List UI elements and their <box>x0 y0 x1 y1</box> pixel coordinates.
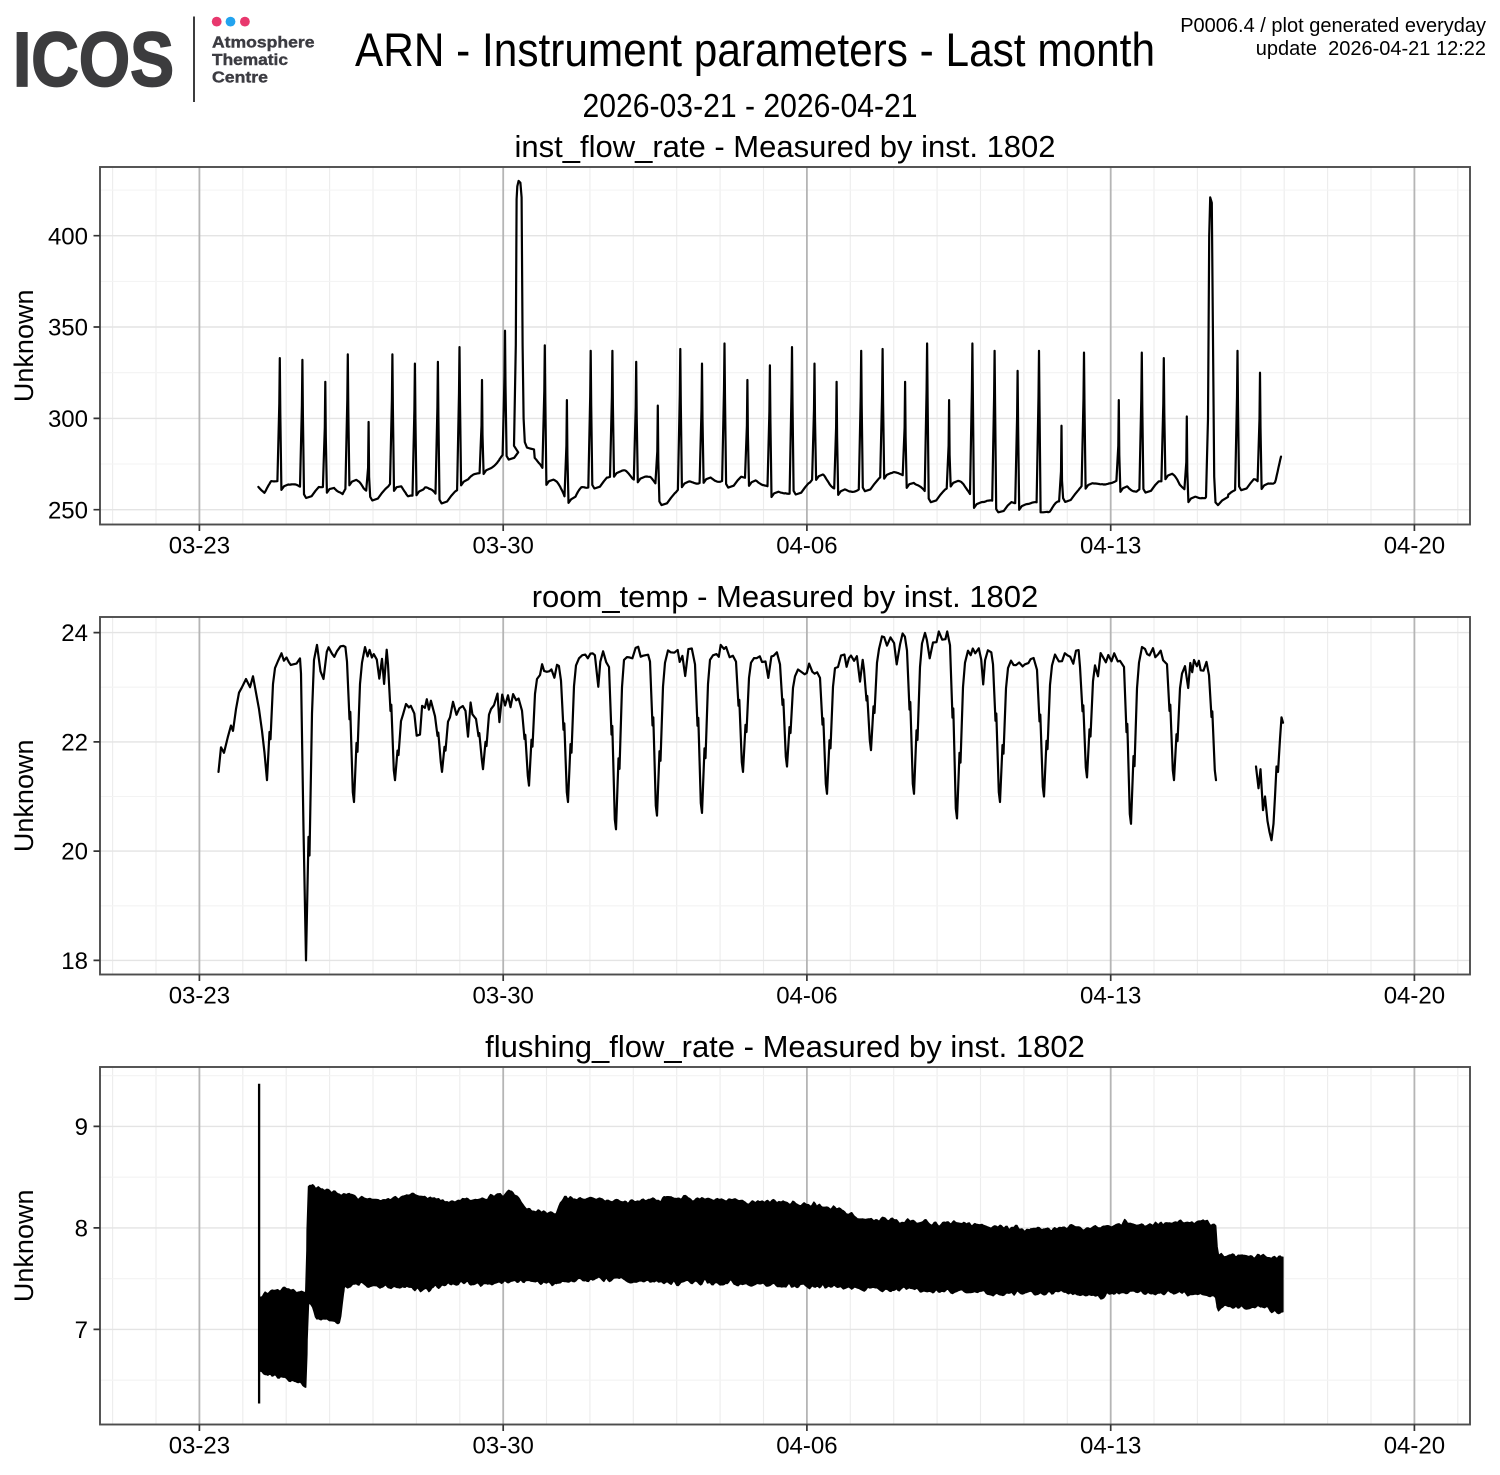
svg-text:update 2026-04-21 12:22: update 2026-04-21 12:22 <box>1256 38 1486 60</box>
svg-text:ARN - Instrument parameters -: ARN - Instrument parameters - Last month <box>355 23 1155 76</box>
svg-text:03-23: 03-23 <box>169 983 230 1010</box>
svg-text:04-20: 04-20 <box>1384 1433 1445 1460</box>
svg-text:Unknown: Unknown <box>9 1190 39 1303</box>
svg-text:300: 300 <box>48 406 88 433</box>
svg-text:ICOS: ICOS <box>13 17 174 103</box>
svg-text:flushing_flow_rate - Measured: flushing_flow_rate - Measured by inst. 1… <box>485 1029 1085 1064</box>
svg-text:400: 400 <box>48 223 88 250</box>
svg-text:250: 250 <box>48 497 88 524</box>
svg-text:04-06: 04-06 <box>776 1433 837 1460</box>
svg-text:03-23: 03-23 <box>169 533 230 560</box>
svg-text:P0006.4 / plot generated every: P0006.4 / plot generated everyday <box>1180 15 1486 37</box>
svg-text:18: 18 <box>61 948 88 975</box>
svg-text:inst_flow_rate - Measured by i: inst_flow_rate - Measured by inst. 1802 <box>514 129 1055 164</box>
svg-text:04-13: 04-13 <box>1080 983 1141 1010</box>
svg-text:22: 22 <box>61 730 88 757</box>
svg-text:Unknown: Unknown <box>9 290 39 403</box>
svg-text:8: 8 <box>75 1216 88 1243</box>
svg-text:Unknown: Unknown <box>9 740 39 853</box>
svg-text:7: 7 <box>75 1317 88 1344</box>
svg-text:04-20: 04-20 <box>1384 983 1445 1010</box>
svg-text:Atmosphere: Atmosphere <box>212 34 315 51</box>
svg-text:24: 24 <box>61 620 88 647</box>
svg-text:350: 350 <box>48 315 88 342</box>
svg-text:03-30: 03-30 <box>473 533 534 560</box>
svg-text:room_temp - Measured by inst.: room_temp - Measured by inst. 1802 <box>532 579 1039 614</box>
svg-text:04-06: 04-06 <box>776 533 837 560</box>
svg-text:04-20: 04-20 <box>1384 533 1445 560</box>
svg-text:9: 9 <box>75 1114 88 1141</box>
svg-text:04-13: 04-13 <box>1080 533 1141 560</box>
svg-text:20: 20 <box>61 839 88 866</box>
svg-text:03-30: 03-30 <box>473 1433 534 1460</box>
svg-text:Centre: Centre <box>212 70 268 87</box>
svg-text:03-30: 03-30 <box>473 983 534 1010</box>
svg-text:Thematic: Thematic <box>212 52 288 69</box>
svg-text:04-13: 04-13 <box>1080 1433 1141 1460</box>
svg-text:03-23: 03-23 <box>169 1433 230 1460</box>
svg-text:04-06: 04-06 <box>776 983 837 1010</box>
svg-text:2026-03-21 - 2026-04-21: 2026-03-21 - 2026-04-21 <box>583 87 918 124</box>
